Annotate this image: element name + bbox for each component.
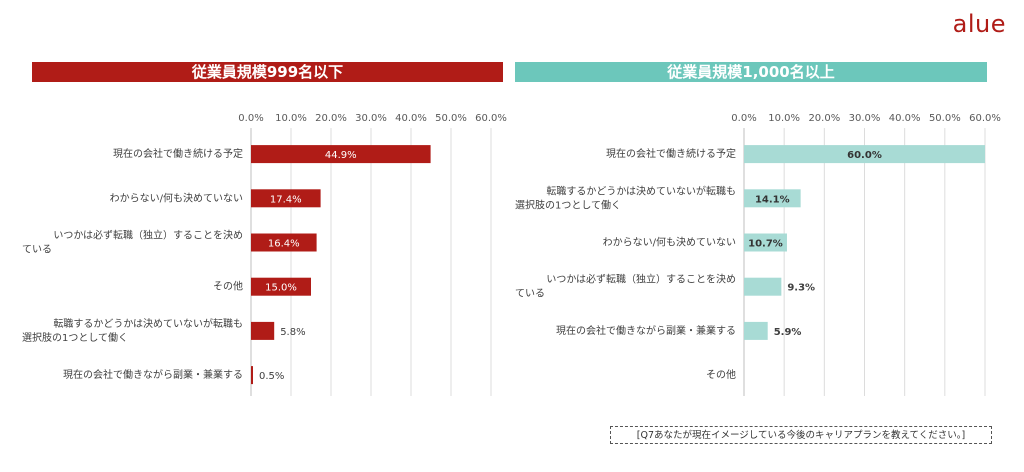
x-tick-label: 20.0% (808, 113, 840, 124)
x-tick-label: 40.0% (889, 113, 921, 124)
x-tick-label: 10.0% (768, 113, 800, 124)
category-label: わからない/何も決めていない (603, 236, 736, 249)
data-label: 15.0% (265, 283, 297, 294)
x-tick-label: 60.0% (475, 113, 507, 124)
data-label: 16.4% (268, 239, 300, 250)
bar (251, 321, 275, 340)
panel-title-small-companies: 従業員規模999名以下 (32, 62, 503, 82)
data-label: 17.4% (270, 194, 302, 205)
brand-logo: alue (952, 10, 1006, 38)
data-label: 5.9% (774, 327, 802, 338)
bar (744, 189, 801, 208)
category-label: いつかは必ず転職（独立）することを決めている (515, 273, 736, 300)
data-label: 44.9% (325, 150, 357, 161)
x-tick-label: 20.0% (315, 113, 347, 124)
category-label: 現在の会社で働きながら副業・兼業する (63, 368, 243, 381)
category-label: 現在の会社で働きながら副業・兼業する (556, 324, 736, 337)
bar (251, 233, 317, 252)
bar (251, 277, 311, 296)
x-tick-label: 30.0% (849, 113, 881, 124)
category-label: 現在の会社で働き続ける予定 (606, 147, 736, 160)
data-label: 5.8% (280, 327, 305, 338)
data-label: 14.1% (755, 194, 790, 205)
data-label: 60.0% (847, 150, 882, 161)
bar (744, 321, 768, 340)
category-label: その他 (213, 280, 243, 293)
bar (251, 366, 253, 385)
bar (744, 145, 985, 164)
category-label: その他 (706, 368, 736, 381)
x-tick-label: 30.0% (355, 113, 387, 124)
category-label: 転職するかどうかは決めていないが転職も選択肢の1つとして働く (515, 184, 736, 211)
x-tick-label: 0.0% (238, 113, 263, 124)
x-tick-label: 0.0% (731, 113, 756, 124)
bar (744, 233, 787, 252)
x-tick-label: 40.0% (395, 113, 427, 124)
x-tick-label: 50.0% (929, 113, 961, 124)
data-label: 0.5% (259, 371, 284, 382)
panel-title-large-companies: 従業員規模1,000名以上 (515, 62, 987, 82)
bar (251, 189, 321, 208)
bar (744, 277, 782, 296)
category-label: いつかは必ず転職（独立）することを決めている (22, 229, 243, 256)
x-tick-label: 60.0% (969, 113, 1001, 124)
x-tick-label: 50.0% (435, 113, 467, 124)
data-label: 9.3% (787, 283, 815, 294)
bar (251, 145, 431, 164)
data-label: 10.7% (748, 239, 783, 250)
category-label: 転職するかどうかは決めていないが転職も選択肢の1つとして働く (22, 317, 243, 344)
x-tick-label: 10.0% (275, 113, 307, 124)
bar-chart-small-companies: 0.0% 10.0% 20.0% 30.0% 40.0% 50.0% 60.0% 現在の会社で… (22, 113, 507, 396)
category-label: わからない/何も決めていない (110, 191, 243, 204)
question-note: [Q7あなたが現在イメージしている今後のキャリアプランを教えてください。] (610, 426, 992, 444)
category-label: 現在の会社で働き続ける予定 (113, 147, 243, 160)
bar-chart-large-companies: 0.0% 10.0% 20.0% 30.0% 40.0% 50.0% 60.0% 現在の会社で… (515, 113, 1001, 396)
